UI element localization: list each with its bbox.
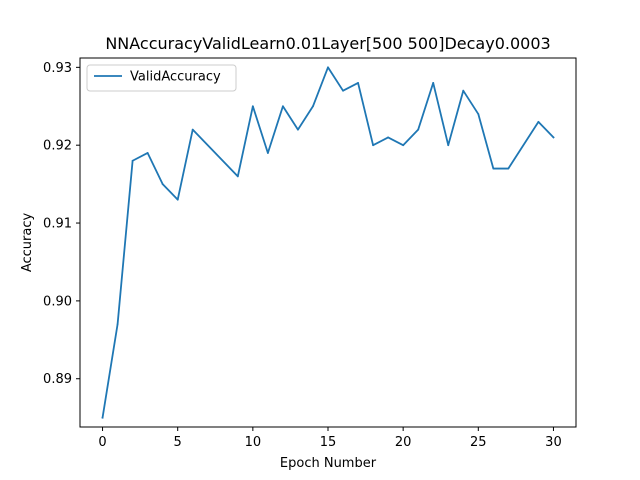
y-tick-label: 0.93 bbox=[43, 61, 72, 76]
data-point bbox=[537, 120, 540, 123]
chart-title: NNAccuracyValidLearn0.01Layer[500 500]De… bbox=[105, 34, 550, 53]
x-tick-label: 30 bbox=[545, 435, 562, 450]
x-tick-label: 5 bbox=[174, 435, 182, 450]
y-tick-label: 0.92 bbox=[43, 139, 72, 154]
x-tick-label: 15 bbox=[320, 435, 337, 450]
data-point bbox=[492, 167, 495, 170]
data-point bbox=[297, 128, 299, 131]
data-point bbox=[327, 66, 329, 69]
data-point bbox=[477, 113, 480, 115]
series-line-validaccuracy bbox=[101, 66, 555, 419]
y-axis-label: Accuracy bbox=[20, 213, 35, 273]
data-point bbox=[402, 144, 405, 147]
plot-area bbox=[80, 58, 576, 427]
data-point bbox=[146, 152, 149, 154]
x-tick-label: 25 bbox=[470, 435, 487, 450]
data-point bbox=[282, 105, 284, 108]
legend: ValidAccuracy bbox=[86, 64, 237, 92]
legend-entry-label: ValidAccuracy bbox=[130, 70, 221, 85]
x-axis-ticks: 0 5 10 15 20 25 30 bbox=[98, 427, 562, 450]
data-point bbox=[176, 198, 179, 201]
data-point bbox=[236, 175, 239, 178]
data-point bbox=[417, 128, 420, 131]
x-tick-label: 10 bbox=[245, 435, 262, 450]
data-point bbox=[462, 89, 465, 92]
data-point bbox=[552, 136, 555, 139]
data-point bbox=[266, 152, 269, 154]
legend-box bbox=[86, 64, 237, 92]
y-axis-ticks: 0.89 0.90 0.91 0.92 0.93 bbox=[43, 61, 80, 387]
y-tick-label: 0.91 bbox=[43, 217, 72, 232]
y-tick-label: 0.90 bbox=[43, 294, 72, 309]
data-point bbox=[116, 323, 119, 326]
data-point bbox=[312, 105, 314, 108]
data-point bbox=[342, 89, 344, 92]
x-tick-label: 20 bbox=[395, 435, 412, 450]
data-point bbox=[357, 82, 359, 84]
data-point bbox=[432, 82, 435, 84]
x-tick-label: 0 bbox=[98, 435, 106, 450]
data-point bbox=[372, 144, 374, 147]
data-point bbox=[131, 159, 134, 162]
plot-frame bbox=[79, 57, 577, 428]
series-layer bbox=[101, 66, 555, 419]
data-point bbox=[507, 167, 510, 170]
data-point bbox=[101, 416, 104, 419]
data-point bbox=[251, 105, 254, 108]
data-point bbox=[447, 144, 450, 147]
x-axis-label: Epoch Number bbox=[280, 456, 377, 471]
data-point bbox=[387, 136, 390, 139]
data-point bbox=[191, 128, 194, 131]
y-tick-label: 0.89 bbox=[43, 372, 72, 387]
data-point bbox=[161, 183, 164, 186]
